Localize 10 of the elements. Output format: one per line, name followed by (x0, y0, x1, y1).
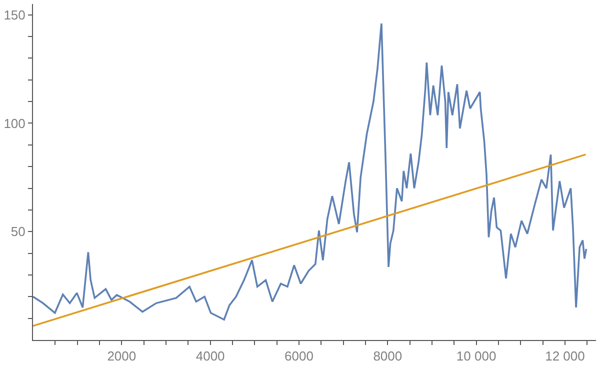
line-series (33, 22, 588, 321)
x-tick-label: 10 000 (456, 348, 496, 364)
x-tick-label: 2000 (107, 348, 136, 364)
x-tick-label: 12 000 (545, 348, 585, 364)
y-tick-label: 150 (4, 7, 26, 22)
x-tick-label: 6000 (284, 348, 314, 364)
x-tick-label: 8000 (373, 348, 402, 364)
x-tick-label: 4000 (196, 348, 225, 364)
y-tick-label: 100 (4, 116, 26, 131)
y-tick-label: 50 (10, 224, 26, 240)
